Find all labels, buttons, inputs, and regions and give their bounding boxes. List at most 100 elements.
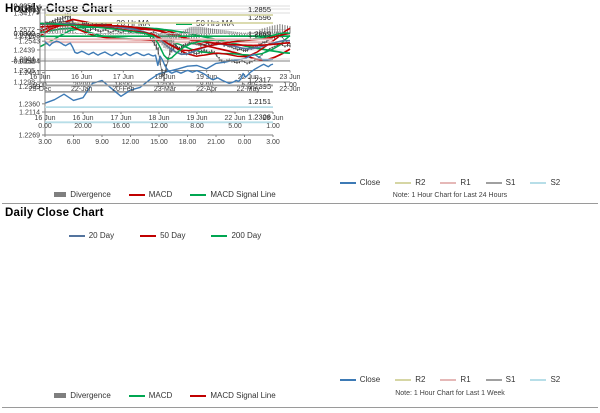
hourly-sr-legend: Close R2 R1 S1 S2: [310, 178, 590, 187]
legend-item-divergence: Divergence: [54, 190, 111, 199]
svg-text:1.2504: 1.2504: [19, 58, 41, 65]
svg-text:5.00: 5.00: [228, 123, 242, 130]
svg-text:8.00: 8.00: [190, 123, 204, 130]
weekly-sr-legend: Close R2 R1 S1 S2: [310, 375, 590, 384]
svg-text:1.2706: 1.2706: [14, 7, 36, 14]
line-swatch-icon: [339, 378, 356, 381]
legend-label: S1: [505, 178, 516, 187]
weekly-sr-note: Note: 1 Hour Chart for Last 1 Week: [395, 390, 505, 397]
legend-item-r2: R2: [395, 178, 425, 187]
daily-ma-legend: 20 Day 50 Day 200 Day: [40, 231, 290, 240]
svg-text:12.00: 12.00: [150, 123, 168, 130]
svg-text:1.2543: 1.2543: [19, 39, 41, 46]
legend-label: S2: [550, 375, 561, 384]
legend-item-macd-signal-line: MACD Signal Line: [190, 190, 276, 199]
svg-text:21.00: 21.00: [207, 139, 225, 146]
svg-text:22 Jun: 22 Jun: [238, 74, 259, 81]
legend-label: R2: [415, 375, 426, 384]
section-divider: [2, 203, 598, 204]
svg-text:16 Jun: 16 Jun: [72, 115, 93, 122]
svg-text:16 Jun: 16 Jun: [71, 74, 92, 81]
svg-text:1.2855: 1.2855: [248, 5, 271, 14]
line-swatch-icon: [395, 181, 412, 184]
svg-text:22 Jun: 22 Jun: [224, 115, 245, 122]
legend-label: 50 Day: [160, 231, 186, 240]
legend-label: MACD: [148, 190, 173, 199]
bottom-divider: [2, 407, 598, 408]
svg-text:0.00: 0.00: [33, 82, 47, 89]
svg-text:0.0000: 0.0000: [14, 31, 36, 38]
legend-label: R1: [460, 178, 471, 187]
svg-text:1.2572: 1.2572: [14, 27, 36, 34]
svg-text:1.2596: 1.2596: [248, 13, 271, 22]
svg-text:18 Jun: 18 Jun: [148, 115, 169, 122]
legend-label: MACD: [148, 391, 173, 400]
svg-text:3.00: 3.00: [266, 139, 280, 146]
svg-text:1.2309: 1.2309: [19, 84, 41, 91]
legend-label: MACD Signal Line: [210, 391, 276, 400]
svg-text:1.00: 1.00: [283, 82, 297, 89]
svg-text:1.2893: 1.2893: [19, 8, 41, 15]
svg-text:1.2317: 1.2317: [248, 75, 271, 84]
svg-text:0.0000: 0.0000: [14, 31, 36, 38]
svg-text:1.3417: 1.3417: [14, 11, 36, 18]
svg-text:18.00: 18.00: [179, 139, 197, 146]
legend-item-close: Close: [339, 375, 381, 384]
line-swatch-icon: [128, 394, 145, 397]
svg-text:19 Jun: 19 Jun: [186, 115, 207, 122]
line-swatch-icon: [485, 378, 502, 381]
legend-label: Close: [359, 178, 381, 187]
svg-text:15.00: 15.00: [150, 139, 168, 146]
svg-text:1.2634: 1.2634: [19, 8, 41, 15]
line-swatch-icon: [485, 181, 502, 184]
legend-label: R1: [460, 375, 471, 384]
svg-text:1.00: 1.00: [266, 123, 280, 130]
svg-text:1.2305: 1.2305: [14, 68, 36, 75]
legend-item-r1: R1: [440, 375, 471, 384]
legend-item-s1: S1: [485, 178, 516, 187]
line-swatch-icon: [140, 234, 157, 237]
svg-text:22-May: 22-May: [237, 86, 261, 93]
line-swatch-icon: [128, 193, 145, 196]
svg-text:1.2360: 1.2360: [19, 101, 41, 108]
svg-text:23 Jun: 23 Jun: [279, 74, 300, 81]
daily-macd-chart: 0.0353 0.0000 -0.0353: [11, 4, 291, 66]
legend-label: 200 Day: [231, 231, 262, 240]
bar-swatch-icon: [54, 393, 67, 398]
svg-text:1.2269: 1.2269: [19, 133, 41, 140]
legend-item-r1: R1: [440, 178, 471, 187]
svg-text:0.0052: 0.0052: [14, 4, 36, 11]
line-swatch-icon: [68, 234, 85, 237]
svg-text:23-Mar: 23-Mar: [154, 86, 177, 93]
legend-label: Divergence: [70, 190, 111, 199]
line-swatch-icon: [190, 394, 207, 397]
svg-text:1.1298: 1.1298: [14, 80, 36, 87]
legend-item-macd-signal-line: MACD Signal Line: [190, 391, 276, 400]
svg-text:1.2306: 1.2306: [248, 112, 271, 121]
line-swatch-icon: [211, 234, 228, 237]
svg-text:18 Jun: 18 Jun: [154, 74, 175, 81]
svg-text:23 Jun: 23 Jun: [262, 115, 283, 122]
legend-item-divergence: Divergence: [54, 391, 111, 400]
legend-item-macd: MACD: [128, 190, 173, 199]
svg-text:1.2451: 1.2451: [19, 70, 41, 77]
svg-text:6.00: 6.00: [67, 139, 81, 146]
legend-item-50-day: 50 Day: [140, 231, 185, 240]
legend-item-s2: S2: [530, 178, 560, 187]
svg-text:-0.0353: -0.0353: [11, 59, 35, 66]
daily-macd-legend: Divergence MACD MACD Signal Line: [40, 391, 290, 400]
svg-text:20-Feb: 20-Feb: [112, 86, 134, 93]
legend-item-macd: MACD: [128, 391, 173, 400]
legend-item-20-day: 20 Day: [68, 231, 114, 240]
daily-chart-title: Daily Close Chart: [5, 207, 104, 219]
legend-label: Close: [359, 375, 381, 384]
svg-text:25-Dec: 25-Dec: [29, 86, 52, 93]
line-swatch-icon: [395, 378, 412, 381]
svg-text:0.00: 0.00: [38, 123, 52, 130]
svg-text:22-Jan: 22-Jan: [71, 86, 93, 93]
svg-text:1.2114: 1.2114: [19, 110, 40, 117]
svg-text:1.2439: 1.2439: [14, 47, 36, 54]
line-swatch-icon: [530, 378, 547, 381]
